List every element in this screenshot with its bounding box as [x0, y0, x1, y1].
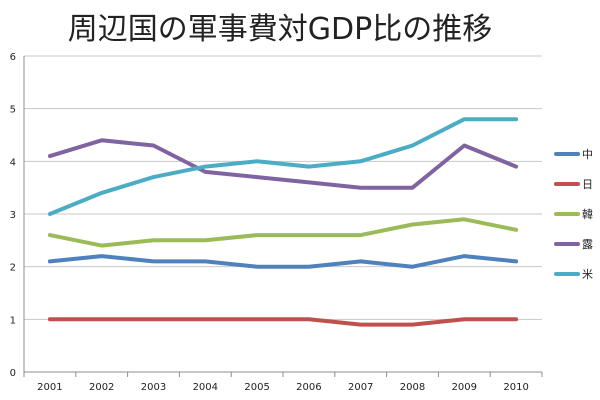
x-tick-label: 2002 [89, 382, 114, 393]
x-tick-label: 2001 [37, 382, 62, 393]
y-tick-label: 5 [10, 105, 16, 116]
series-line-4 [47, 117, 519, 216]
y-tick-label: 3 [10, 210, 16, 221]
x-tick-label: 2006 [296, 382, 321, 393]
series-line-0 [47, 254, 519, 269]
series-line-2 [47, 217, 519, 248]
chart-title: 周辺国の軍事費対GDP比の推移 [67, 12, 493, 47]
y-tick-label: 1 [10, 315, 16, 326]
series-line-1 [47, 317, 519, 327]
y-tick-label: 0 [10, 368, 16, 379]
x-tick-label: 2005 [244, 382, 269, 393]
y-tick-label: 4 [10, 157, 16, 168]
x-tick-label: 2003 [141, 382, 166, 393]
legend-label: 中 [582, 148, 593, 161]
legend-label: 米 [582, 268, 593, 281]
y-tick-label: 2 [10, 263, 16, 274]
legend-label: 露 [582, 238, 593, 251]
x-tick-label: 2010 [503, 382, 528, 393]
legend-label: 韓 [582, 208, 593, 221]
series-line-3 [47, 138, 519, 190]
x-tick-label: 2004 [193, 382, 218, 393]
x-tick-label: 2008 [400, 382, 425, 393]
x-tick-label: 2009 [452, 382, 477, 393]
y-tick-label: 6 [10, 52, 16, 63]
x-tick-label: 2007 [348, 382, 373, 393]
legend-label: 日 [582, 178, 593, 191]
